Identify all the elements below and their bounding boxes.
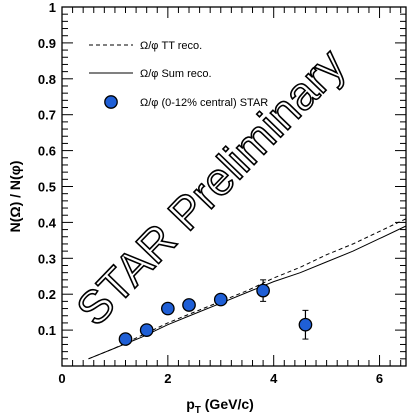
x-axis-label: pT (GeV/c) [186,396,254,416]
y-tick-label: 0.3 [38,251,56,266]
y-tick-label: 0.5 [38,180,56,195]
tick-label-layer: 0.1 0.2 0.3 0.4 0.5 0.6 0.7 0.8 0.9 1 0 2 4 6 [38,0,383,386]
legend-marker [104,95,118,109]
data-point [182,298,196,312]
y-tick-label: 0.1 [38,323,56,338]
tt-reco-curve [88,218,407,360]
point-layer [118,279,313,346]
x-tick-label: 4 [270,371,278,386]
x-axis-label-main: p [186,396,195,412]
sum-reco-curve [88,225,407,360]
curve-layer [88,218,407,360]
x-tick-label: 2 [164,371,171,386]
watermark-text: STAR Preliminary [66,39,355,336]
legend-label: Ω/φ Sum reco. [140,68,212,80]
y-axis-label: N(Ω) / N(φ) [7,161,23,233]
x-axis-label-unit: (GeV/c) [201,396,254,412]
x-tick-label: 0 [58,371,65,386]
data-point [213,292,228,307]
legend-label: Ω/φ (0-12% central) STAR [140,97,268,109]
y-tick-label: 0.2 [38,287,56,302]
data-point [298,317,313,332]
y-tick-label: 0.4 [38,215,57,230]
x-axis-label-subscript: T [195,405,201,416]
y-tick-label: 0.7 [38,108,56,123]
data-point [160,301,175,316]
plot-frame [61,6,407,367]
data-point [256,283,270,298]
data-point [118,332,133,346]
legend-label: Ω/φ TT reco. [140,40,202,52]
data-point [139,323,154,337]
y-tick-label: 0.8 [38,72,56,87]
y-tick-label: 0.6 [38,144,56,159]
x-tick-label: 6 [376,371,383,386]
y-tick-label: 1 [49,0,56,15]
legend: Ω/φ TT reco. Ω/φ Sum reco. Ω/φ (0-12% cent… [89,40,268,109]
y-tick-label: 0.9 [38,36,56,51]
